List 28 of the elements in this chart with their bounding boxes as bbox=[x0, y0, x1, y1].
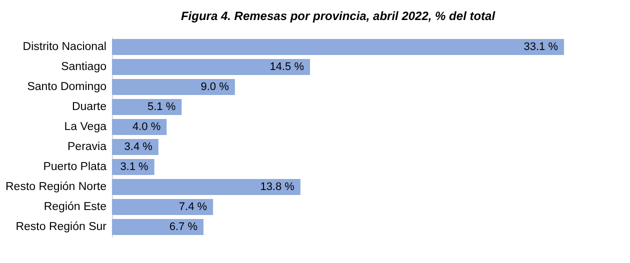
bar bbox=[112, 179, 300, 195]
y-tick-label: Duarte bbox=[72, 101, 106, 113]
data-label: 3.1 % bbox=[120, 161, 149, 173]
bar bbox=[112, 99, 182, 115]
data-label: 14.5 % bbox=[270, 61, 304, 73]
y-tick-label: La Vega bbox=[64, 121, 108, 133]
data-label: 7.4 % bbox=[178, 201, 208, 213]
y-tick-label: Región Este bbox=[44, 201, 106, 213]
data-label: 3.4 % bbox=[124, 141, 153, 153]
bar bbox=[112, 199, 214, 215]
y-tick-label: Puerto Plata bbox=[43, 161, 108, 173]
data-label: 9.0 % bbox=[200, 81, 230, 93]
data-label: 4.0 % bbox=[132, 121, 161, 133]
y-tick-label: Santiago bbox=[61, 61, 106, 73]
y-tick-label: Santo Domingo bbox=[27, 81, 106, 93]
chart-title: Figura 4. Remesas por provincia, abril 2022, % del total bbox=[180, 9, 496, 23]
bar bbox=[112, 39, 564, 55]
data-label: 5.1 % bbox=[148, 101, 176, 113]
y-tick-label: Distrito Nacional bbox=[22, 41, 106, 53]
data-label: 13.8 % bbox=[260, 181, 295, 193]
y-tick-label: Resto Región Sur bbox=[16, 221, 107, 233]
bar bbox=[112, 59, 310, 75]
bar bbox=[112, 79, 235, 95]
data-label: 6.7 % bbox=[169, 221, 198, 233]
y-tick-label: Resto Región Norte bbox=[6, 181, 106, 193]
data-label: 33.1 % bbox=[524, 41, 558, 53]
bar bbox=[112, 219, 204, 235]
y-tick-label: Peravia bbox=[68, 141, 108, 153]
